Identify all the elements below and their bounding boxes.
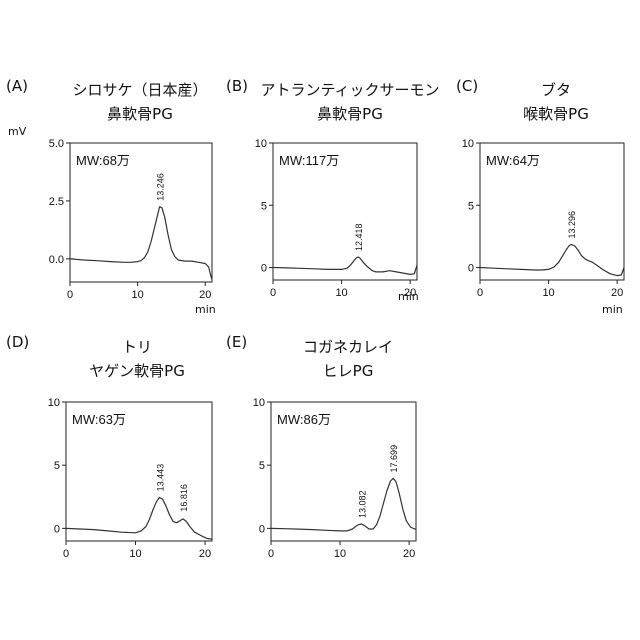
panel-c-y-tick-label: 0: [468, 263, 474, 275]
panel-b-peak-label: 12.418: [354, 223, 364, 251]
panel-b-y-tick-label: 0: [261, 263, 267, 275]
panel-d-peak-label: 13.443: [155, 464, 165, 492]
panel-e-y-tick-label: 5: [259, 460, 265, 472]
panel-d-y-tick-label: 5: [54, 460, 60, 472]
panel-c-series-line: [480, 245, 624, 276]
panel-a-x-tick-label: 10: [131, 289, 143, 301]
panel-e-x-tick-label: 20: [403, 548, 415, 560]
panel-e-peak-label: 17.699: [389, 445, 399, 473]
panel-a-y-tick-label: 0.0: [49, 254, 64, 266]
panel-e-y-tick-label: 10: [253, 397, 265, 409]
panel-d: 0 5 10 0 10 20 MW:63万 13.443 16.816: [48, 397, 212, 560]
panel-d-y-tick-label: 0: [54, 523, 60, 535]
panel-a-x-tick-label: 0: [67, 289, 73, 301]
panel-e-y-tick-label: 0: [259, 523, 265, 535]
panel-c-x-tick-label: 10: [542, 287, 554, 299]
panel-b-x-tick-label: 10: [335, 287, 347, 299]
panel-b-y-tick-label: 5: [261, 200, 267, 212]
panel-d-mw-annotation: MW:63万: [72, 412, 126, 427]
panel-c-x-tick-label: 20: [611, 287, 623, 299]
panel-a: 0.0 2.5 5.0 0 10 20 MW:68万 13.246: [49, 138, 212, 301]
panel-b-mw-annotation: MW:117万: [279, 153, 339, 168]
panel-e-mw-annotation: MW:86万: [277, 412, 331, 427]
panel-b: 0 5 10 0 10 20 MW:117万 12.418: [255, 138, 417, 299]
panel-c-x-tick-label: 0: [477, 287, 483, 299]
panel-d-y-tick-label: 10: [48, 397, 60, 409]
panel-a-y-tick-label: 2.5: [49, 196, 64, 208]
panel-d-x-tick-label: 10: [129, 548, 141, 560]
panel-e-peak-label: 13.082: [357, 490, 367, 518]
panel-b-x-tick-label: 20: [404, 287, 416, 299]
panel-a-peak-label: 13.246: [156, 173, 166, 201]
panel-d-peak-label: 16.816: [179, 484, 189, 512]
panel-e-series-line: [271, 478, 416, 531]
panel-c-y-tick-label: 10: [462, 138, 474, 150]
panel-b-series-line: [273, 257, 417, 274]
panel-d-series-line: [66, 497, 212, 539]
panel-c: 0 5 10 0 10 20 MW:64万 13.296: [462, 138, 624, 299]
panel-c-peak-label: 13.296: [567, 211, 577, 239]
panel-c-mw-annotation: MW:64万: [486, 153, 540, 168]
panel-e-x-tick-label: 10: [334, 548, 346, 560]
panel-d-x-tick-label: 20: [199, 548, 211, 560]
panel-b-x-tick-label: 0: [270, 287, 276, 299]
panel-a-mw-annotation: MW:68万: [76, 153, 130, 168]
panel-a-x-tick-label: 20: [199, 289, 211, 301]
panel-a-y-tick-label: 5.0: [49, 138, 64, 150]
panel-b-y-tick-label: 10: [255, 138, 267, 150]
panel-a-series-line: [70, 207, 212, 280]
panel-d-x-tick-label: 0: [63, 548, 69, 560]
panel-e-x-tick-label: 0: [268, 548, 274, 560]
panel-c-y-tick-label: 5: [468, 200, 474, 212]
panel-e: 0 5 10 0 10 20 MW:86万 13.082 17.699: [253, 397, 416, 560]
